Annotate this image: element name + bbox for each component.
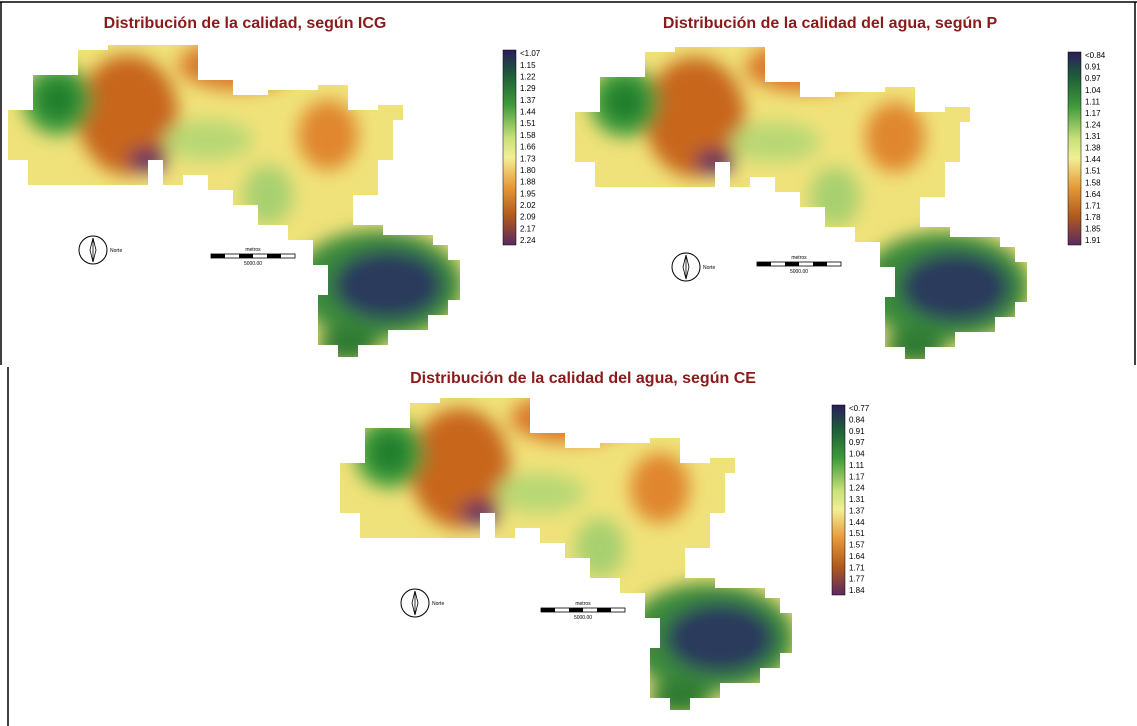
legend-label: <0.84 [1085, 51, 1106, 60]
legend-label: <1.07 [520, 49, 541, 58]
legend-label: 1.71 [849, 563, 865, 572]
legend-label: 1.31 [849, 495, 865, 504]
legend-label: 1.37 [520, 96, 536, 105]
legend-label: 1.24 [849, 484, 865, 493]
north-arrow [401, 589, 429, 617]
map-raster [340, 393, 800, 718]
legend-bar [503, 50, 516, 245]
legend-label: 1.17 [1085, 109, 1101, 118]
panel-title: Distribución de la calidad, según ICG [104, 15, 387, 32]
legend-label: 2.09 [520, 213, 536, 222]
scale-bar [757, 262, 841, 266]
scale-bar [211, 254, 295, 258]
legend-label: 2.17 [520, 224, 536, 233]
legend-label: 1.73 [520, 154, 536, 163]
map-raster [575, 42, 1035, 367]
panel-title: Distribución de la calidad del agua, seg… [410, 370, 756, 387]
legend-label: 1.91 [1085, 236, 1101, 245]
legend-label: 1.95 [520, 189, 536, 198]
scale-bar [541, 608, 625, 612]
legend-label: 1.77 [849, 575, 865, 584]
legend-label: 1.64 [849, 552, 865, 561]
scale-unit: metros [245, 247, 261, 253]
scale-length: 5000.00 [574, 615, 592, 621]
legend-label: 1.11 [849, 461, 865, 470]
legend-label: 0.91 [1085, 63, 1101, 72]
legend-label: 1.84 [849, 586, 865, 595]
legend-label: 1.71 [1085, 201, 1101, 210]
north-label: Norte [432, 601, 444, 607]
legend-label: 1.58 [1085, 178, 1101, 187]
legend-label: 1.11 [1085, 97, 1101, 106]
map-panel: Distribución de la calidad, según ICG <1.… [8, 15, 541, 365]
legend-label: 0.84 [849, 415, 865, 424]
figure: Distribución de la calidad, según ICG <1.… [0, 0, 1137, 726]
legend-label: 0.91 [849, 427, 865, 436]
scale-length: 5000.00 [244, 261, 262, 267]
legend-label: 1.44 [1085, 155, 1101, 164]
map-panel: Distribución de la calidad del agua, seg… [340, 370, 870, 718]
legend-label: 1.58 [520, 131, 536, 140]
legend-label: 1.31 [1085, 132, 1101, 141]
map-panel: Distribución de la calidad del agua, seg… [575, 15, 1106, 367]
legend-label: 1.80 [520, 166, 536, 175]
legend-label: 1.66 [520, 143, 536, 152]
legend-label: 1.24 [1085, 120, 1101, 129]
legend-label: 1.64 [1085, 190, 1101, 199]
legend-bar [1068, 52, 1081, 245]
legend-label: 1.29 [520, 84, 536, 93]
map-raster [8, 40, 468, 365]
legend-label: 1.78 [1085, 213, 1101, 222]
north-label: Norte [703, 265, 715, 271]
legend-label: 0.97 [1085, 74, 1101, 83]
legend-label: 1.38 [1085, 144, 1101, 153]
legend-label: 1.51 [1085, 167, 1101, 176]
legend-label: 1.85 [1085, 225, 1101, 234]
legend-label: 1.22 [520, 72, 536, 81]
scale-unit: metros [791, 255, 807, 261]
north-arrow [672, 253, 700, 281]
legend-label: 1.44 [849, 518, 865, 527]
legend-label: 1.15 [520, 61, 536, 70]
legend-label: 2.02 [520, 201, 536, 210]
legend-label: 1.37 [849, 506, 865, 515]
legend-label: 1.04 [849, 450, 865, 459]
legend-label: <0.77 [849, 404, 870, 413]
legend-label: 1.44 [520, 108, 536, 117]
panel-title: Distribución de la calidad del agua, seg… [663, 15, 998, 32]
legend-label: 1.51 [520, 119, 536, 128]
legend-label: 2.24 [520, 236, 536, 245]
legend-label: 0.97 [849, 438, 865, 447]
north-arrow [79, 236, 107, 264]
legend-label: 1.51 [849, 529, 865, 538]
legend-label: 1.88 [520, 178, 536, 187]
scale-length: 5000.00 [790, 269, 808, 275]
north-label: Norte [110, 248, 122, 254]
legend-label: 1.17 [849, 472, 865, 481]
legend-label: 1.57 [849, 541, 865, 550]
legend-label: 1.04 [1085, 86, 1101, 95]
legend-bar [832, 405, 845, 595]
scale-unit: metros [575, 601, 591, 607]
